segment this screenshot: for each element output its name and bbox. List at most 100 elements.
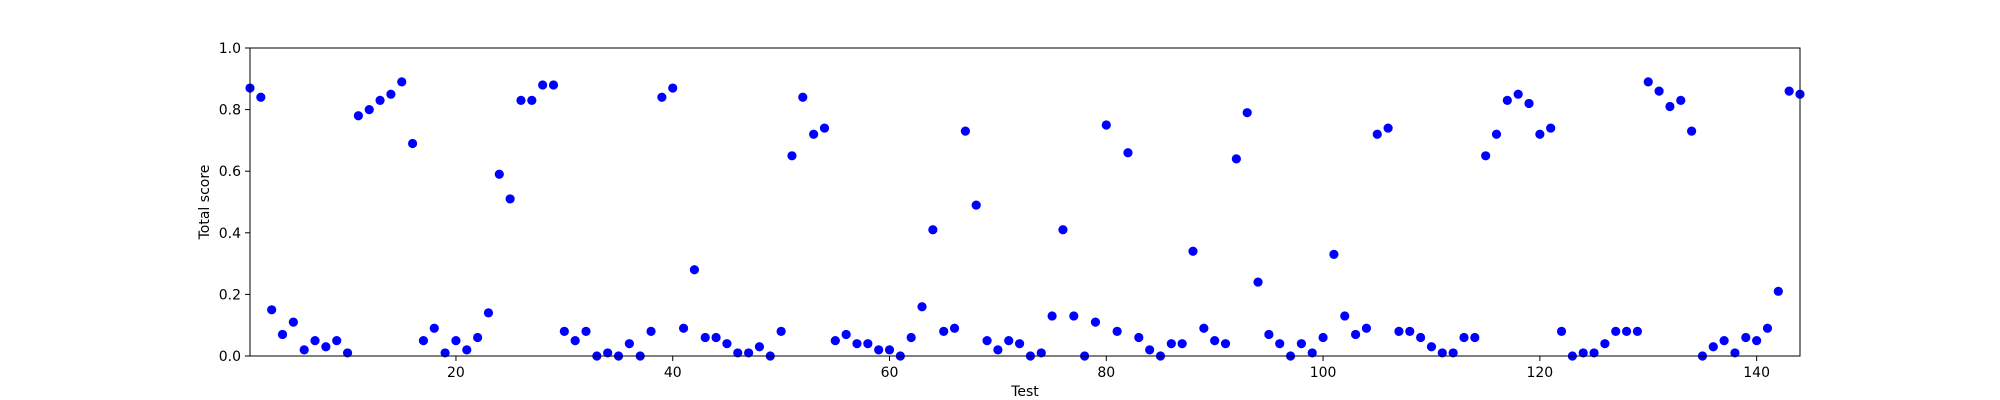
data-point — [1448, 348, 1458, 358]
data-point — [1058, 225, 1068, 235]
data-point — [1546, 123, 1556, 133]
data-point — [397, 77, 407, 87]
data-point — [1014, 339, 1025, 349]
data-point — [299, 345, 309, 355]
data-point — [1350, 329, 1361, 340]
data-point — [1481, 151, 1491, 161]
data-point — [906, 332, 916, 343]
data-point — [1372, 129, 1382, 139]
data-point — [874, 345, 884, 355]
data-point — [1459, 332, 1469, 343]
data-point — [917, 302, 927, 312]
data-point — [863, 339, 873, 349]
data-point — [1394, 326, 1404, 336]
y-axis-ticks: 0.0 0.2 0.4 0.6 0.8 1.0 — [219, 41, 250, 365]
data-point — [744, 348, 754, 358]
y-tick-label: 0.4 — [219, 226, 241, 242]
data-point — [939, 326, 949, 336]
data-point — [603, 348, 613, 358]
data-point — [754, 342, 765, 352]
data-point — [342, 348, 353, 358]
data-point — [1047, 311, 1057, 321]
data-point — [1177, 339, 1187, 349]
data-point — [1361, 323, 1372, 333]
data-point — [1166, 339, 1176, 349]
data-point — [1199, 323, 1209, 333]
data-point — [993, 345, 1003, 355]
data-point — [841, 329, 851, 340]
data-point — [1112, 326, 1122, 336]
data-point — [462, 345, 472, 355]
data-point — [364, 105, 374, 115]
data-point — [1145, 345, 1155, 355]
data-point — [1589, 348, 1599, 358]
data-point — [494, 169, 504, 179]
data-point — [375, 95, 385, 105]
data-point — [1416, 332, 1426, 343]
x-tick-label: 80 — [1097, 365, 1115, 381]
data-point — [928, 225, 938, 235]
data-point — [288, 317, 298, 327]
data-point — [473, 332, 483, 343]
data-point — [332, 336, 342, 346]
data-point — [1784, 86, 1794, 96]
data-point — [798, 92, 808, 102]
data-point — [1611, 326, 1621, 336]
y-tick-label: 0.8 — [219, 103, 241, 119]
data-point — [668, 83, 678, 93]
x-tick-label: 40 — [664, 365, 682, 381]
data-point — [386, 89, 396, 99]
x-tick-label: 60 — [881, 365, 899, 381]
data-point — [1134, 332, 1144, 343]
x-tick-label: 100 — [1310, 365, 1337, 381]
data-point — [949, 323, 960, 333]
data-point — [776, 326, 786, 336]
data-point — [787, 151, 797, 161]
data-point — [1535, 129, 1545, 139]
data-point — [321, 342, 331, 352]
data-point — [559, 326, 569, 336]
x-tick-label: 140 — [1743, 365, 1770, 381]
data-point — [277, 329, 288, 340]
data-point — [1621, 326, 1632, 336]
data-point — [1101, 120, 1111, 130]
data-point — [1123, 148, 1133, 158]
data-point — [646, 326, 656, 336]
data-point — [1752, 336, 1762, 346]
data-point — [1762, 323, 1773, 333]
data-point — [971, 200, 981, 210]
data-point — [678, 323, 689, 333]
data-point — [830, 336, 840, 346]
data-point — [722, 339, 732, 349]
data-point — [1687, 126, 1697, 136]
data-point — [884, 345, 895, 355]
data-point — [1437, 348, 1447, 358]
data-point — [440, 348, 450, 358]
x-tick-label: 120 — [1526, 365, 1553, 381]
data-point — [1253, 277, 1263, 287]
y-tick-label: 0.0 — [219, 349, 241, 365]
data-point — [1307, 348, 1317, 358]
data-point — [1405, 326, 1415, 336]
data-point — [538, 80, 548, 90]
data-point — [407, 138, 418, 149]
data-point — [960, 126, 970, 136]
data-point — [1296, 339, 1306, 349]
data-point — [1069, 311, 1079, 321]
data-point — [1318, 332, 1328, 343]
data-point — [429, 323, 439, 333]
data-point — [809, 129, 819, 139]
data-point — [1242, 108, 1252, 118]
data-point — [516, 95, 526, 105]
data-point — [624, 339, 634, 349]
data-point — [1210, 336, 1220, 346]
data-point — [353, 111, 363, 121]
data-point — [483, 308, 494, 318]
plot-frame — [249, 47, 1801, 357]
y-tick-label: 1.0 — [219, 41, 241, 57]
data-point — [1340, 311, 1350, 321]
data-point — [1632, 326, 1643, 336]
data-point — [267, 305, 277, 315]
data-point — [256, 92, 266, 102]
